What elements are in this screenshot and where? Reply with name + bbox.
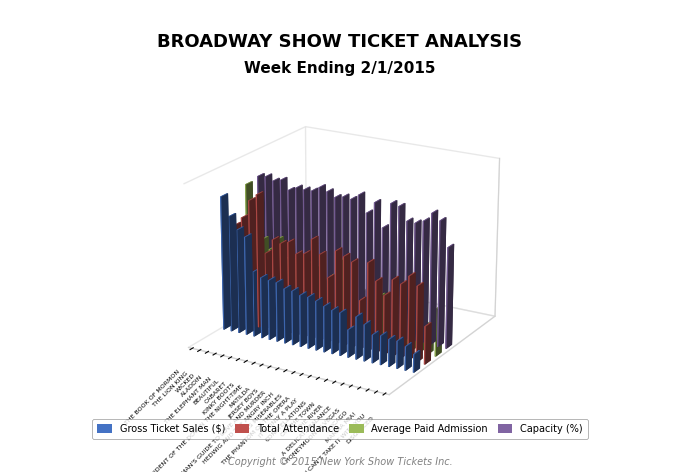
Text: Copyright © 2015 New York Show Tickets Inc.: Copyright © 2015 New York Show Tickets I… xyxy=(228,457,452,467)
Text: Week Ending 2/1/2015: Week Ending 2/1/2015 xyxy=(244,61,436,76)
Legend: Gross Ticket Sales ($), Total Attendance, Average Paid Admission, Capacity (%): Gross Ticket Sales ($), Total Attendance… xyxy=(92,419,588,439)
Text: BROADWAY SHOW TICKET ANALYSIS: BROADWAY SHOW TICKET ANALYSIS xyxy=(158,33,522,51)
